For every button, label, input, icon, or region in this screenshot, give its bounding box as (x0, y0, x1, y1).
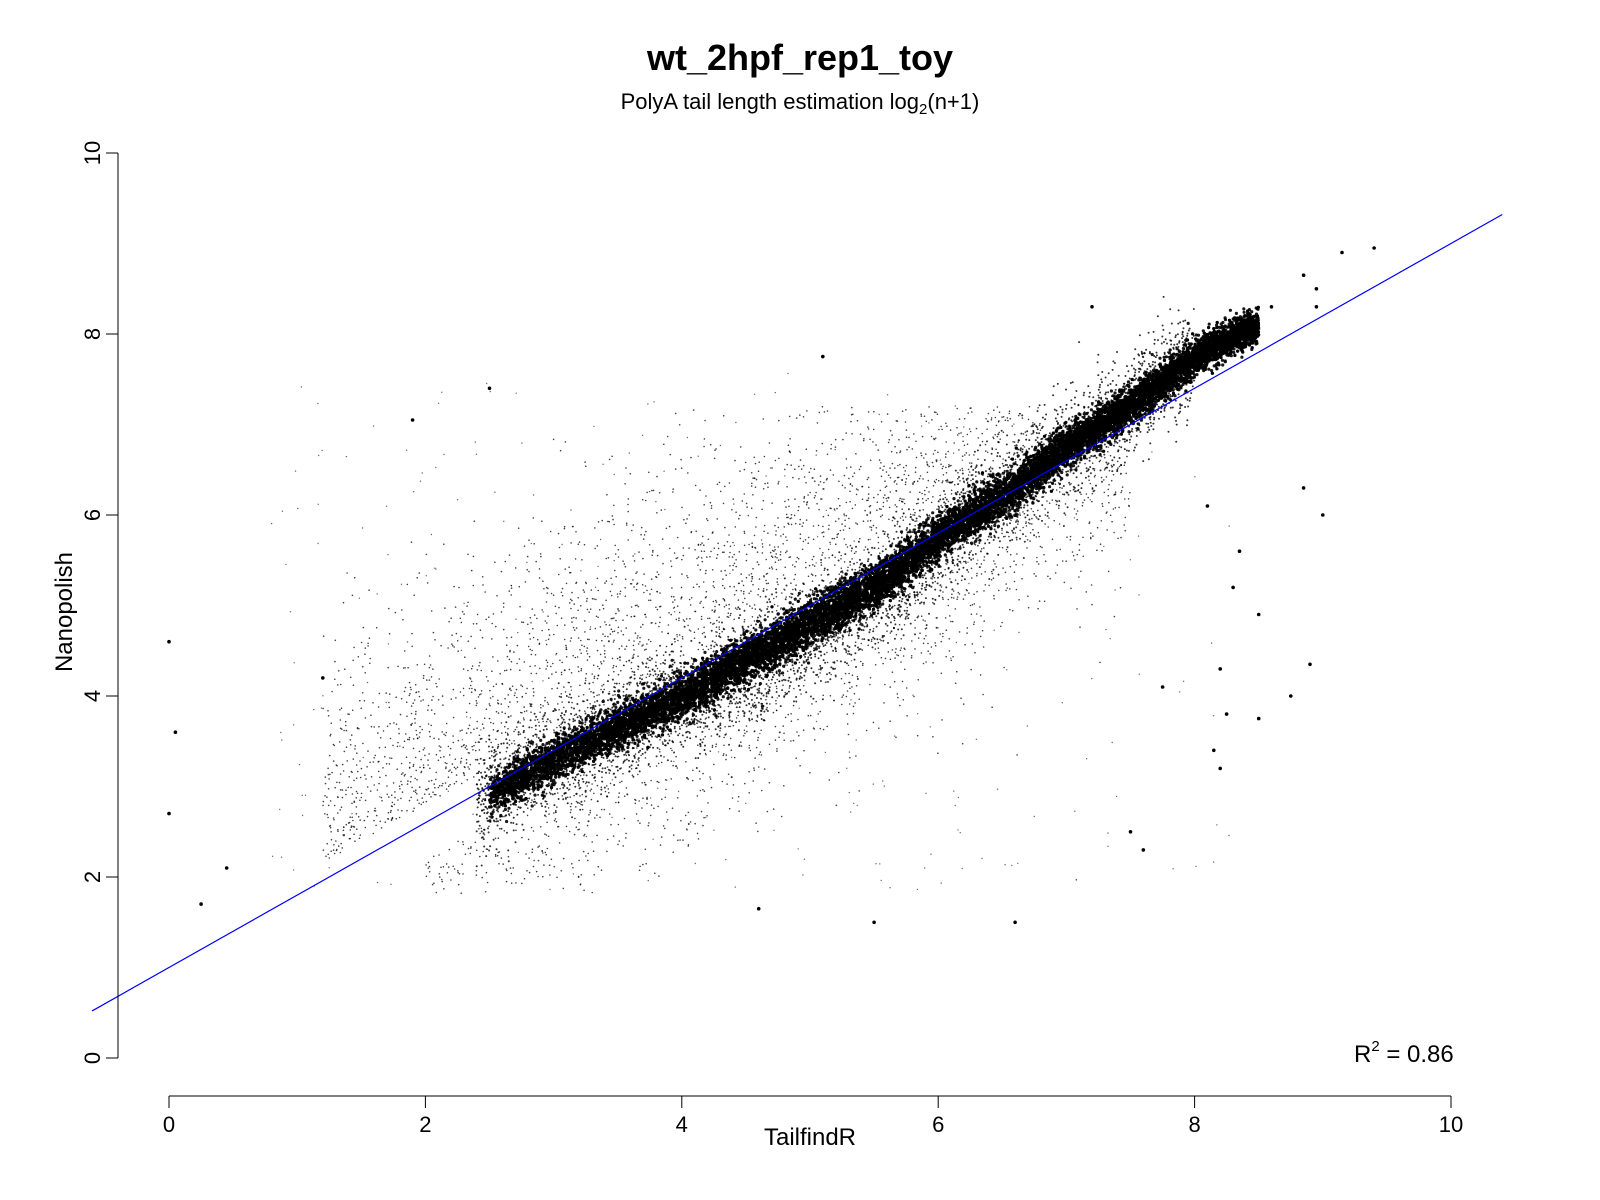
chart-subtitle: PolyA tail length estimation log2(n+1) (621, 89, 980, 118)
scatter-point (614, 705, 618, 710)
scatter-point (495, 768, 499, 772)
scatter-point (1221, 363, 1225, 367)
scatter-point (1071, 464, 1076, 468)
subtitle-subscript: 2 (919, 101, 927, 118)
scatter-point (505, 819, 509, 824)
scatter-point (530, 804, 534, 808)
scatter-point (1079, 456, 1083, 460)
scatter-point (703, 650, 707, 655)
scatter-points (167, 246, 1376, 925)
scatter-point (616, 700, 620, 705)
scatter-point (1158, 356, 1162, 360)
scatter-point (497, 805, 501, 809)
subtitle-main: PolyA tail length estimation log (621, 89, 919, 114)
scatter-point (958, 546, 962, 550)
subtitle-tail: (n+1) (927, 89, 979, 114)
scatter-point (1207, 322, 1211, 326)
chart-title: wt_2hpf_rep1_toy (646, 37, 953, 78)
scatter-point (1173, 394, 1177, 398)
scatter-point (533, 793, 537, 797)
